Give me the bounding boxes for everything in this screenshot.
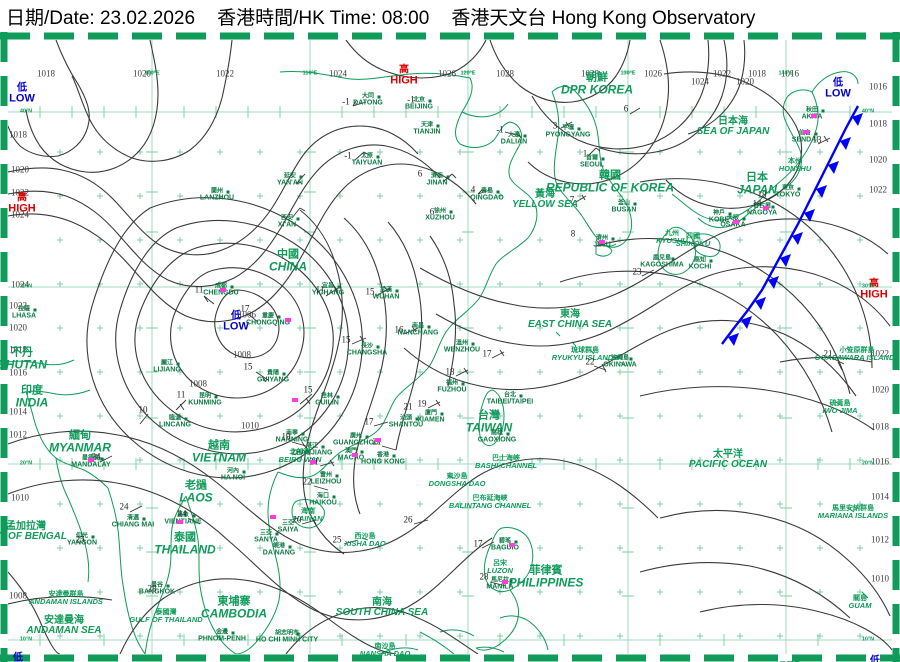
header-date: 日期/Date: 23.02.2026: [6, 7, 196, 29]
graticule-grid: [8, 40, 892, 654]
coastlines: [8, 70, 869, 654]
cold-front: [721, 105, 863, 346]
chart-header: 日期/Date: 23.02.2026 香港時間/HK Time: 08:00 …: [0, 0, 900, 32]
header-time: 香港時間/HK Time: 08:00: [217, 7, 430, 29]
header-source: 香港天文台 Hong Kong Observatory: [451, 7, 756, 29]
weather-chart-canvas: [0, 32, 900, 662]
surface-weather-chart[interactable]: 1018 1020 1022 1024 1026 1028 1028 1026 1022 1024…: [0, 32, 900, 662]
isobar-lines: [8, 40, 892, 654]
station-wind-barbs: [99, 100, 845, 587]
graticule-crosses: [57, 149, 863, 639]
map-border: [0, 32, 900, 662]
graticule-ticks: [39, 71, 851, 646]
